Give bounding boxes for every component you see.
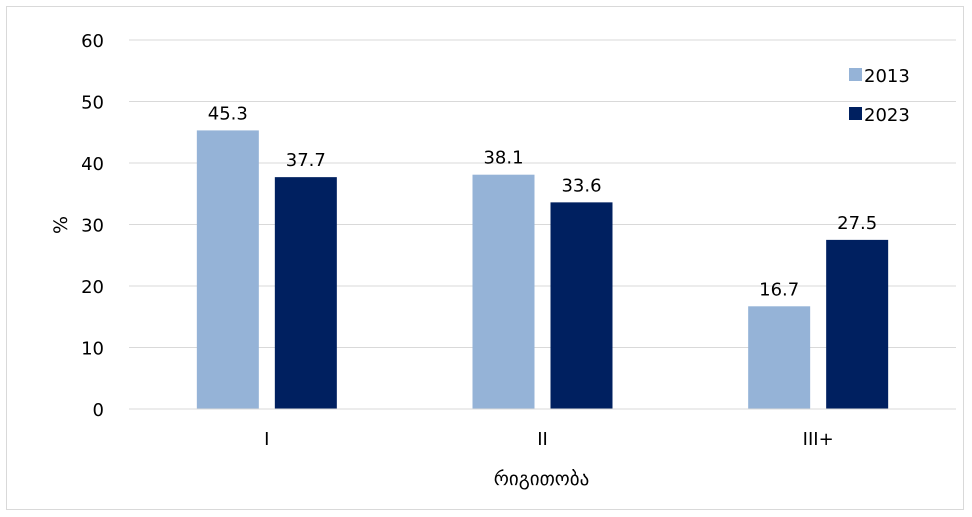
bars: [196, 130, 889, 409]
y-tick-label: 60: [81, 31, 104, 52]
y-axis-label: %: [50, 216, 72, 234]
y-tick-label: 40: [81, 154, 104, 175]
legend-label: 2023: [864, 105, 910, 126]
bar-2023-II: [550, 202, 613, 409]
legend-swatch-2013: [849, 68, 862, 81]
x-axis-label: რიგითობა: [494, 468, 589, 490]
bar-2013-II: [472, 174, 535, 409]
data-label: 37.7: [286, 150, 326, 171]
data-label: 45.3: [208, 103, 248, 124]
bar-2013-III+: [748, 306, 811, 409]
legend: 2013 2023: [849, 66, 910, 126]
bar-2023-III+: [826, 239, 889, 409]
bar-2023-I: [274, 177, 337, 409]
data-label: 27.5: [837, 213, 877, 234]
bar-chart: 0 10 20 30 40 50 60 45.3 37.7 38.1 33.6 16.7 27.5 I…: [50, 31, 956, 490]
gridlines: [129, 39, 956, 348]
x-tick-label: II: [537, 429, 548, 450]
x-tick-label: III+: [803, 429, 834, 450]
data-label: 33.6: [561, 175, 601, 196]
x-tick-label: I: [264, 429, 269, 450]
data-label: 16.7: [759, 279, 799, 300]
y-tick-label: 30: [81, 216, 104, 237]
y-axis-ticks: 0 10 20 30 40 50 60: [81, 31, 104, 421]
y-tick-label: 0: [93, 400, 104, 421]
y-tick-label: 20: [81, 277, 104, 298]
bar-2013-I: [196, 130, 259, 409]
y-tick-label: 10: [81, 339, 104, 360]
data-label: 38.1: [483, 148, 523, 169]
data-labels: 45.3 37.7 38.1 33.6 16.7 27.5: [208, 103, 877, 300]
y-tick-label: 50: [81, 93, 104, 114]
legend-label: 2013: [864, 66, 910, 87]
legend-swatch-2023: [849, 107, 862, 120]
x-axis-ticks: I II III+: [264, 429, 833, 450]
chart-frame: 0 10 20 30 40 50 60 45.3 37.7 38.1 33.6 16.7 27.5 I…: [6, 6, 964, 510]
